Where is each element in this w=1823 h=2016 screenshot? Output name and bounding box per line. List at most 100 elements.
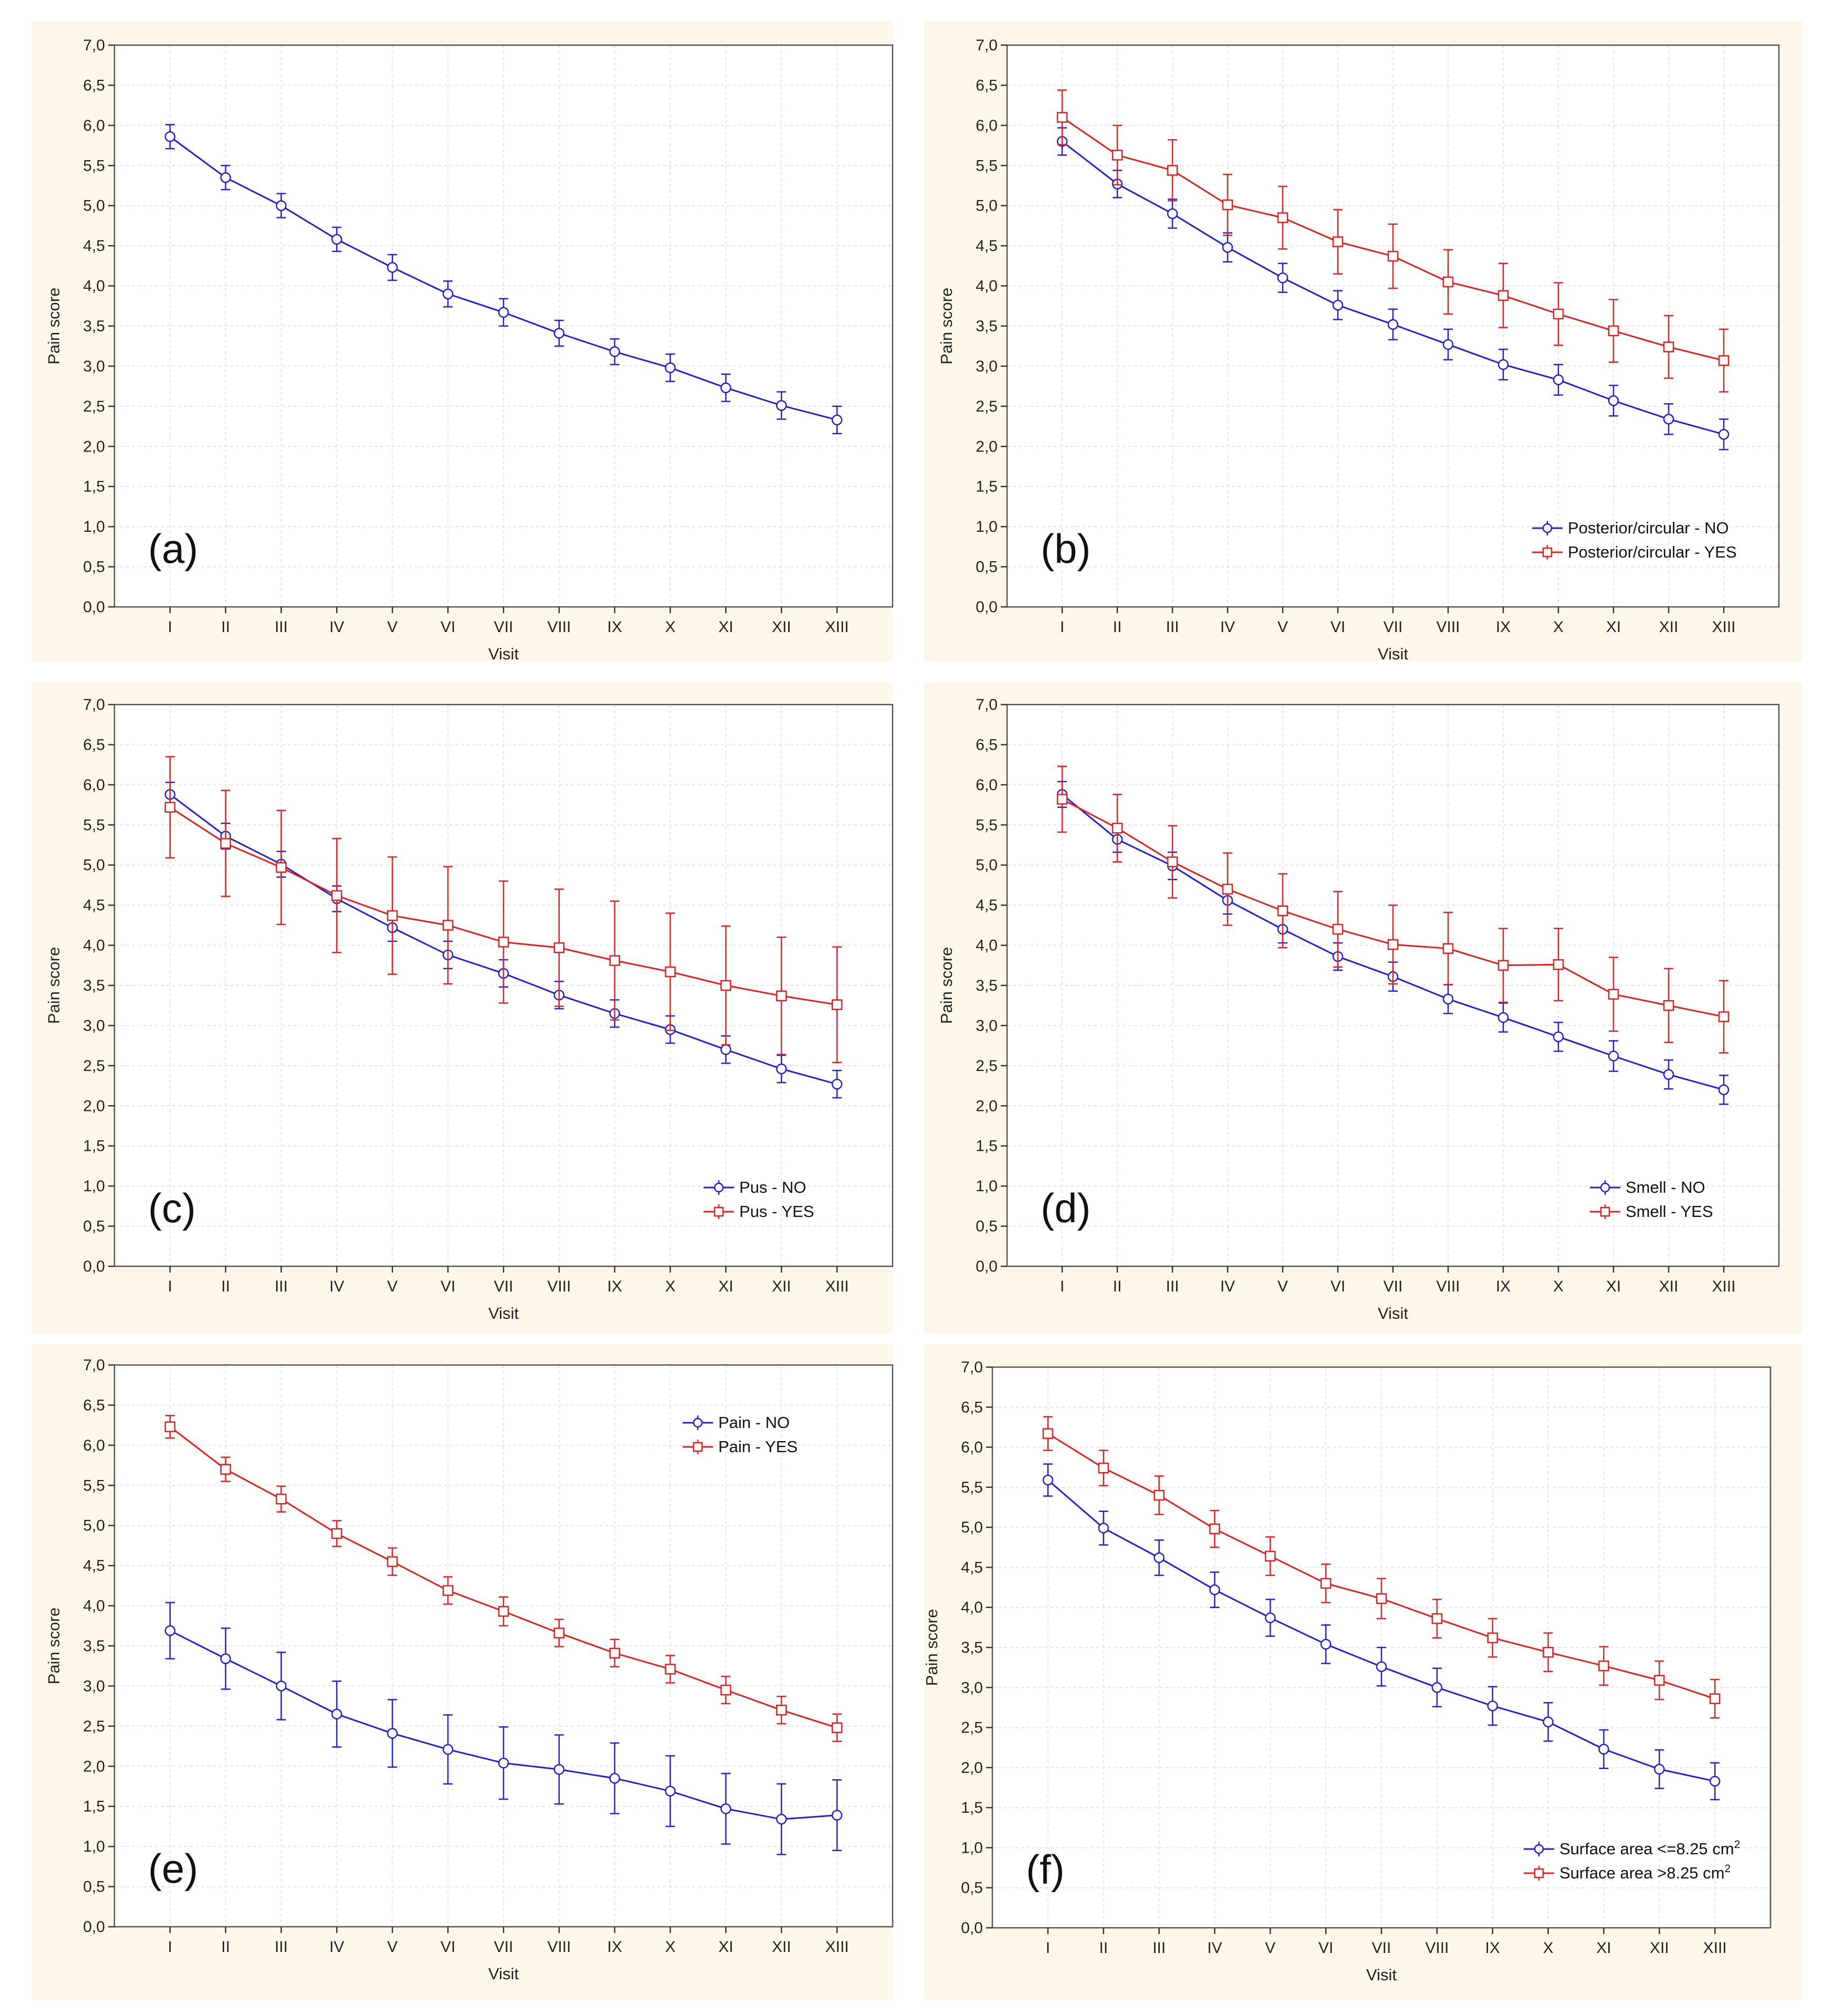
- x-tick-label: V: [387, 1938, 397, 1956]
- y-tick-label: 5,0: [83, 857, 105, 874]
- data-point: [1277, 212, 1288, 223]
- x-tick-label: III: [1166, 1278, 1179, 1295]
- y-tick-label: 6,0: [83, 1437, 105, 1454]
- y-tick-label: 6,5: [961, 1399, 983, 1416]
- y-tick-label: 5,5: [83, 157, 105, 174]
- data-point: [1718, 1084, 1730, 1095]
- y-tick-label: 5,0: [961, 1519, 983, 1536]
- data-point: [1222, 242, 1233, 253]
- data-point: [609, 1647, 620, 1659]
- data-point: [276, 200, 287, 211]
- data-point: [1265, 1550, 1276, 1562]
- data-point: [776, 1063, 787, 1075]
- y-tick-label: 3,5: [976, 318, 998, 335]
- y-tick-label: 5,0: [83, 1517, 105, 1535]
- legend-label-superscript: 2: [1734, 1839, 1741, 1851]
- data-point: [831, 1078, 843, 1090]
- x-tick-label: IV: [329, 1938, 344, 1956]
- x-tick-label: IV: [329, 618, 344, 636]
- data-point: [1608, 989, 1619, 1000]
- data-point: [498, 1757, 509, 1769]
- x-tick-label: IX: [1496, 618, 1511, 636]
- y-tick-label: 7,0: [83, 1357, 105, 1374]
- data-point: [776, 1813, 787, 1825]
- data-point: [1487, 1700, 1498, 1712]
- x-tick-label: X: [1553, 1278, 1564, 1295]
- x-tick-label: XI: [718, 1938, 733, 1956]
- data-point: [1209, 1523, 1220, 1535]
- data-point: [720, 382, 731, 393]
- y-tick-label: 1,0: [83, 1838, 105, 1855]
- data-point: [776, 400, 787, 411]
- legend-marker-square: [1534, 1868, 1544, 1878]
- chart-panel-d: 0,0 0,5 1,0 1,5 2,0 2,5 3,0 3,5 4,0 4,5 5,0 5,5 6,0 6…: [924, 682, 1802, 1334]
- data-point: [831, 1810, 843, 1821]
- x-tick-label: III: [1166, 618, 1179, 636]
- x-tick-label: XIII: [825, 1938, 849, 1956]
- data-point: [1608, 1051, 1619, 1062]
- data-point: [1663, 1000, 1674, 1011]
- x-tick-label: IV: [1220, 618, 1235, 636]
- legend: Surface area <=8.25 cm2 Surface area >8.2…: [1524, 1839, 1740, 1882]
- x-tick-label: VIII: [547, 618, 571, 636]
- data-point: [1553, 959, 1564, 970]
- y-tick-label: 1,0: [976, 518, 998, 536]
- x-tick-label: IX: [1496, 1278, 1511, 1295]
- x-axis-label: Visit: [1366, 1966, 1397, 1984]
- y-tick-label: 2,5: [83, 398, 105, 415]
- data-point: [720, 1684, 731, 1696]
- y-tick-label: 3,0: [976, 1017, 998, 1034]
- y-tick-label: 6,5: [83, 1396, 105, 1414]
- x-tick-label: II: [221, 1278, 230, 1295]
- legend-label-superscript: 2: [1724, 1863, 1731, 1875]
- data-point: [1497, 359, 1509, 370]
- data-point: [498, 307, 509, 318]
- y-tick-label: 6,5: [83, 736, 105, 753]
- y-tick-label: 2,0: [961, 1759, 983, 1777]
- data-point: [387, 1728, 398, 1739]
- data-point: [1277, 272, 1288, 284]
- y-tick-label: 0,0: [961, 1919, 983, 1937]
- y-tick-label: 4,5: [961, 1559, 983, 1576]
- y-tick-label: 3,5: [976, 977, 998, 994]
- data-point: [276, 1494, 287, 1505]
- series-no: [1042, 1463, 1721, 1801]
- y-tick-label: 2,0: [83, 1758, 105, 1775]
- x-axis-label: Visit: [488, 1965, 519, 1983]
- data-point: [1265, 1612, 1276, 1623]
- y-tick-label: 5,5: [976, 816, 998, 834]
- x-tick-label: V: [387, 1278, 397, 1295]
- y-tick-label: 4,5: [83, 897, 105, 914]
- y-tick-label: 6,5: [976, 736, 998, 753]
- data-point: [442, 920, 454, 931]
- y-tick-label: 3,0: [83, 1017, 105, 1034]
- x-tick-label: VIII: [1425, 1939, 1449, 1957]
- chart-panel-f: 0,0 0,5 1,0 1,5 2,0 2,5 3,0 3,5 4,0 4,5 5,0 5,5 6,0 6…: [923, 1344, 1802, 2000]
- y-tick-label: 2,0: [976, 438, 998, 455]
- x-tick-label: VI: [441, 1938, 455, 1956]
- data-point: [609, 346, 620, 358]
- legend-label: Surface area <=8.25 cm2: [1559, 1839, 1740, 1858]
- y-tick-label: 1,5: [976, 1138, 998, 1155]
- legend-marker-circle: [1542, 523, 1553, 533]
- data-point: [387, 262, 398, 273]
- x-tick-label: II: [1113, 1278, 1122, 1295]
- legend-label: Pain - NO: [718, 1413, 790, 1432]
- x-tick-label: III: [275, 1938, 288, 1956]
- y-axis-label: Pain score: [45, 1608, 63, 1684]
- y-tick-label: 6,0: [83, 776, 105, 794]
- data-point: [1154, 1552, 1165, 1563]
- data-point: [1098, 1462, 1109, 1474]
- y-tick-label: 3,5: [83, 318, 105, 335]
- y-tick-label: 0,5: [961, 1880, 983, 1897]
- x-tick-label: VI: [441, 618, 455, 636]
- chart-panel-c: 0,0 0,5 1,0 1,5 2,0 2,5 3,0 3,5 4,0 4,5 5,0 5,5 6,0 6…: [32, 682, 894, 1334]
- y-tick-label: 3,0: [83, 1677, 105, 1695]
- data-point: [665, 362, 676, 373]
- x-tick-label: XI: [718, 618, 733, 636]
- legend-label: Posterior/circular - YES: [1568, 543, 1737, 561]
- y-tick-label: 5,5: [961, 1479, 983, 1496]
- gridlines: [114, 45, 893, 607]
- legend-marker-square: [1542, 547, 1553, 558]
- data-point: [498, 1606, 509, 1617]
